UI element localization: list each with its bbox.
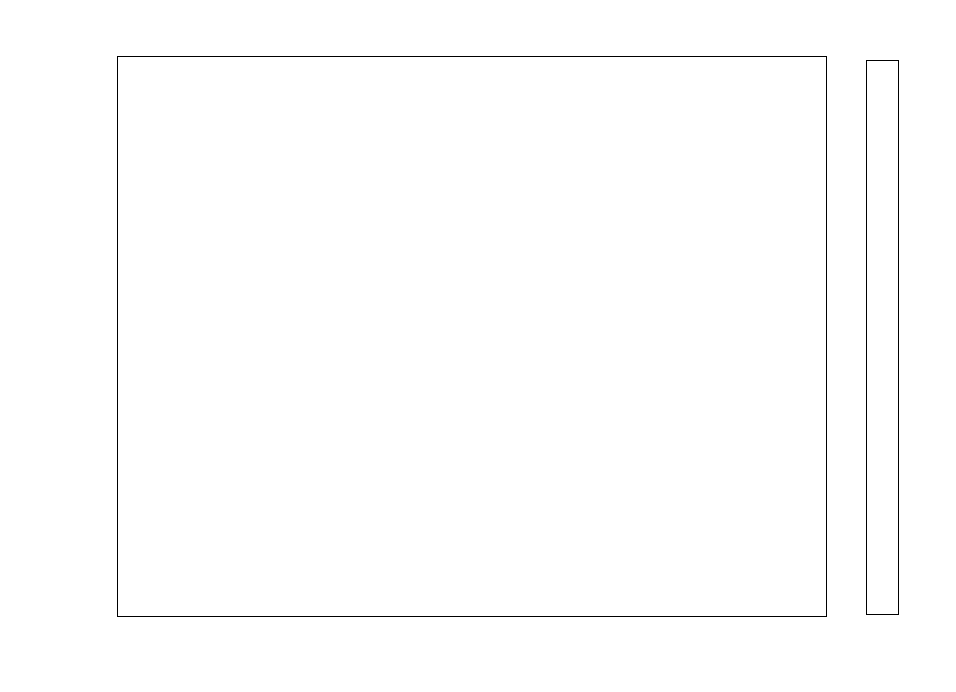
colorbar-canvas <box>866 60 897 613</box>
spectrogram-canvas <box>117 56 825 615</box>
plot-area <box>116 55 827 617</box>
colorbar <box>865 59 899 615</box>
